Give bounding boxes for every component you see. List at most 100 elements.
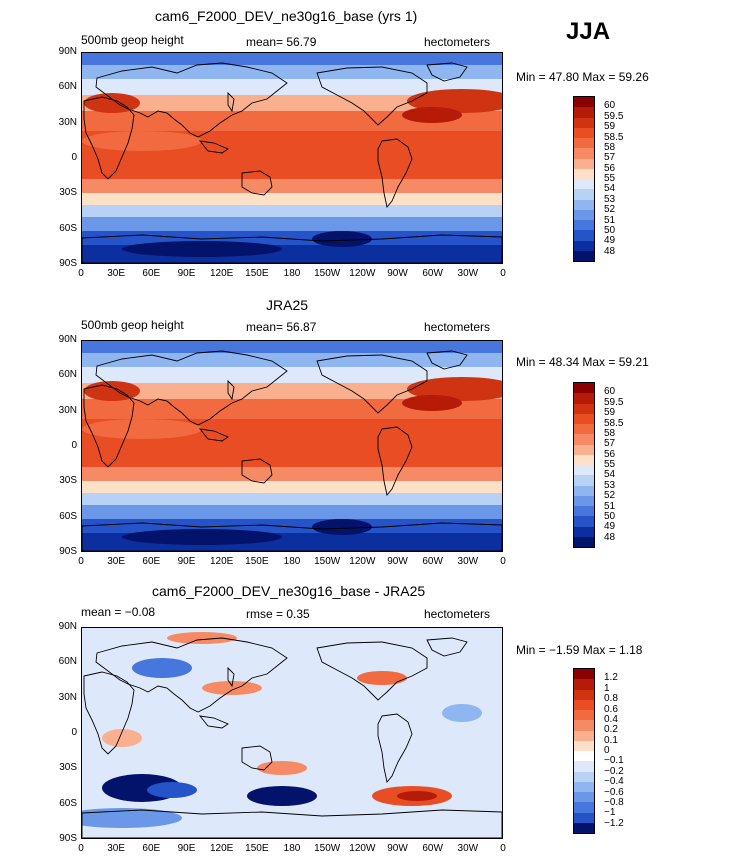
panel-1-lon-tick: 120W: [349, 268, 376, 279]
coastline: [95, 350, 288, 426]
colorbar-swatch: [574, 812, 594, 823]
contour-feature: [132, 658, 192, 678]
contour-feature: [357, 671, 407, 685]
panel-1-lon-tick: 150E: [245, 268, 269, 279]
colorbar-swatch: [574, 403, 594, 414]
panel-1-lon-tick: 180: [283, 268, 301, 279]
coastline: [227, 91, 235, 113]
coastline: [241, 458, 273, 484]
panel-2-minmax: Min = 48.34 Max = 59.21: [516, 355, 649, 369]
coastline: [316, 66, 428, 126]
panel-1-lon-tick: 0: [500, 268, 506, 279]
panel-1-lon-tick: 30E: [107, 268, 126, 279]
colorbar-level-label: 58.5: [604, 131, 624, 143]
panel-3-map-canvas: [82, 628, 502, 838]
coastline: [316, 641, 428, 701]
panel-3-lon-tick: 150W: [314, 843, 341, 854]
colorbar-swatch: [574, 475, 594, 486]
contour-band: [82, 205, 502, 217]
panel-2-lat-tick: 60S: [59, 510, 77, 522]
panel-2-units: hectometers: [424, 320, 491, 334]
colorbar-level-label: 55: [604, 459, 616, 470]
colorbar-swatch: [574, 250, 594, 261]
coastline: [227, 666, 235, 688]
colorbar-swatch: [574, 740, 594, 751]
panel-3-lat-tick: 60N: [58, 656, 77, 668]
colorbar-swatch: [574, 97, 594, 108]
panel-1-lon-tick: 90W: [387, 268, 408, 279]
colorbar-level-label: 0.8: [604, 693, 618, 705]
panel-2-lon-tick: 150W: [314, 556, 341, 567]
colorbar-level-label: −1: [604, 807, 616, 819]
colorbar-level-label: 51: [604, 500, 616, 512]
contour-feature: [257, 761, 307, 775]
colorbar-swatch: [574, 189, 594, 200]
colorbar-swatch: [574, 434, 594, 445]
contour-feature: [202, 681, 262, 695]
panel-3-lat-tick: 90S: [59, 833, 77, 844]
coastline: [95, 62, 288, 138]
panel-2-title: JRA25: [266, 297, 309, 313]
colorbar-level-label: 50: [604, 224, 616, 236]
colorbar-swatch: [574, 771, 594, 782]
panel-1-lon-tick: 150W: [314, 268, 341, 279]
colorbar-swatch: [574, 209, 594, 220]
colorbar-level-label: 57: [604, 438, 616, 450]
panel-3-lon-tick: 120E: [209, 843, 234, 854]
colorbar-level-label: 56: [604, 162, 616, 174]
panel-3-lon-tick: 150E: [245, 843, 269, 854]
panel-3-lat-tick: 30S: [59, 762, 77, 774]
colorbar-level-label: 60: [604, 386, 616, 398]
colorbar-swatch: [574, 822, 594, 833]
colorbar-swatch: [574, 168, 594, 179]
colorbar-level-label: 48: [604, 531, 616, 543]
contour-band: [82, 231, 502, 245]
panel-3-map: [81, 627, 503, 839]
colorbar-swatch: [574, 720, 594, 731]
colorbar-level-label: 1: [604, 682, 610, 694]
colorbar-swatch: [574, 127, 594, 138]
panel-2-map-canvas: [82, 341, 502, 551]
contour-feature: [167, 632, 237, 644]
contour-feature: [402, 395, 462, 411]
contour-band: [82, 111, 502, 131]
panel-3-lon-tick: 120W: [349, 843, 376, 854]
coastline: [377, 138, 413, 208]
season-label: JJA: [566, 18, 611, 45]
contour-band: [82, 341, 502, 353]
panel-2-lon-tick: 180: [283, 556, 301, 567]
colorbar-swatch: [574, 526, 594, 537]
colorbar-level-label: 1.2: [604, 672, 618, 684]
panel-3-colorbar: [573, 668, 595, 834]
colorbar-level-label: −0.1: [604, 755, 624, 767]
colorbar-swatch: [574, 730, 594, 741]
colorbar-swatch: [574, 220, 594, 231]
panel-2-lat-tick: 0: [71, 440, 77, 451]
contour-feature: [122, 529, 282, 545]
colorbar-swatch: [574, 699, 594, 710]
panel-3-lat-tick: 90N: [58, 621, 77, 632]
panel-1-lat-tick: 90N: [58, 46, 77, 57]
panel-2-lon-tick: 120E: [209, 556, 234, 567]
panel-2-lon-tick: 90E: [177, 556, 196, 567]
colorbar-swatch: [574, 495, 594, 506]
coastline: [198, 140, 229, 154]
contour-feature: [82, 419, 202, 439]
colorbar-level-label: 59: [604, 407, 616, 419]
contour-feature: [397, 791, 437, 801]
coastline: [83, 671, 135, 755]
colorbar-level-label: 48: [604, 245, 616, 257]
panel-2-lon-tick: 30E: [107, 556, 126, 567]
coastline: [227, 379, 235, 401]
panel-2-lon-tick: 150E: [245, 556, 269, 567]
contour-feature: [102, 729, 142, 747]
colorbar-level-label: 0.1: [604, 734, 618, 746]
colorbar-level-label: 53: [604, 479, 616, 491]
colorbar-level-label: 56: [604, 448, 616, 460]
colorbar-level-label: 51: [604, 214, 616, 226]
panel-1-map-canvas: [82, 53, 502, 263]
coastline: [198, 428, 229, 442]
panel-1-mean: mean= 56.79: [246, 35, 317, 49]
panel-3-lon-tick: 0: [500, 843, 506, 854]
colorbar-swatch: [574, 413, 594, 424]
